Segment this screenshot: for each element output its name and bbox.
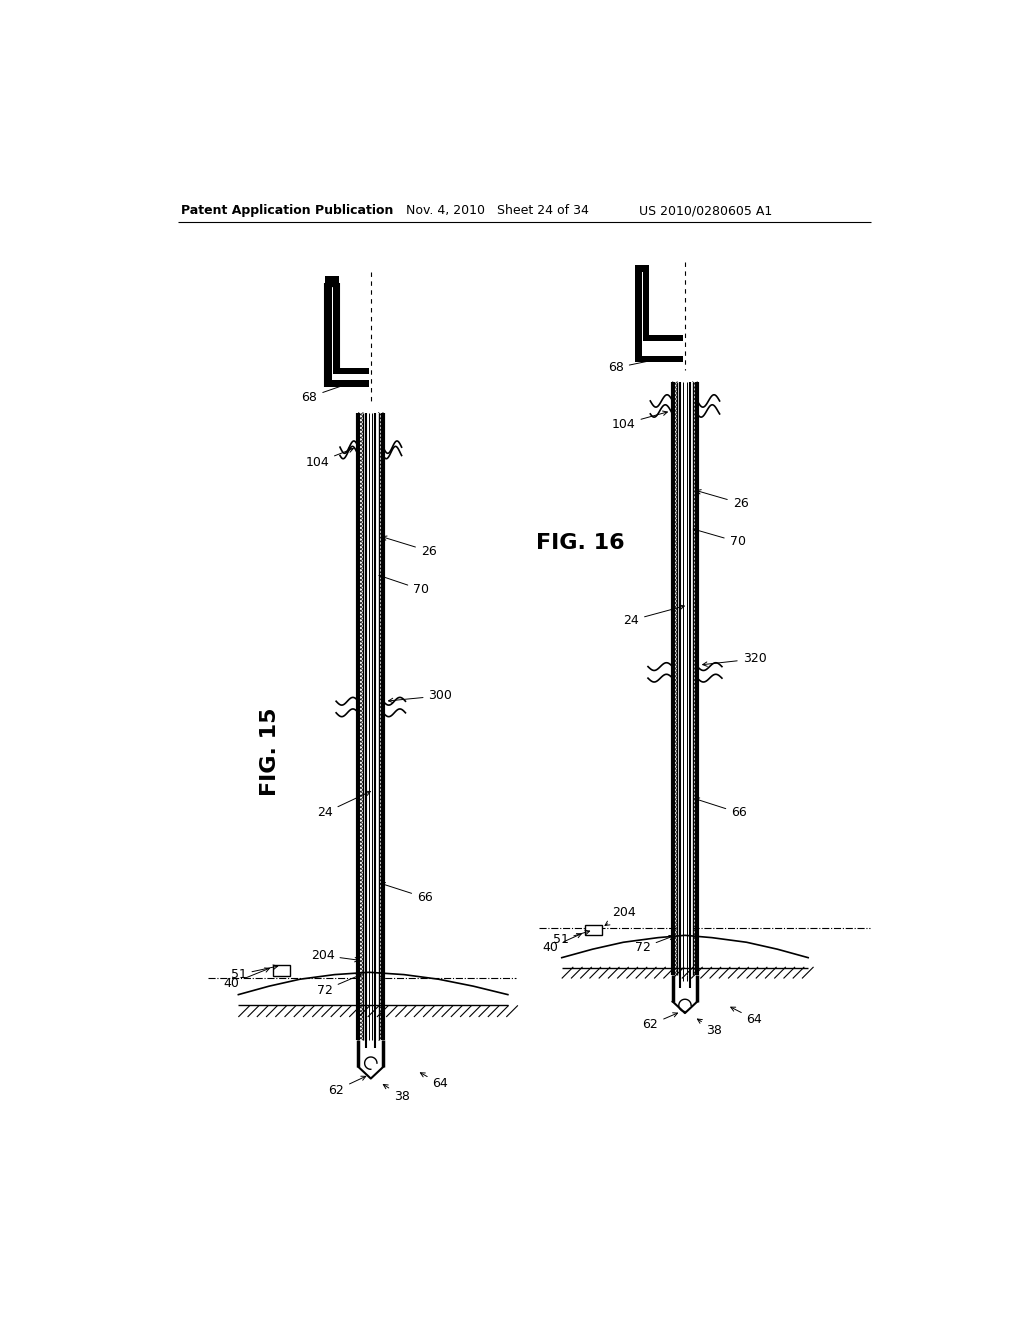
Text: 320: 320 — [702, 652, 766, 667]
Polygon shape — [333, 284, 339, 374]
Polygon shape — [635, 272, 642, 363]
Polygon shape — [635, 355, 683, 363]
Text: 72: 72 — [635, 936, 674, 954]
Text: 104: 104 — [611, 411, 668, 430]
Polygon shape — [326, 380, 370, 387]
Text: 38: 38 — [697, 1019, 722, 1036]
Polygon shape — [643, 272, 649, 341]
Text: 24: 24 — [624, 605, 684, 627]
Polygon shape — [326, 284, 333, 387]
Text: 64: 64 — [731, 1007, 762, 1026]
Polygon shape — [273, 965, 290, 977]
Text: 38: 38 — [383, 1085, 410, 1102]
Polygon shape — [358, 412, 383, 1040]
Polygon shape — [649, 335, 683, 341]
Text: 70: 70 — [379, 574, 429, 597]
Text: 26: 26 — [382, 536, 436, 557]
Polygon shape — [677, 381, 692, 974]
Text: 64: 64 — [421, 1073, 449, 1090]
Polygon shape — [585, 924, 602, 936]
Polygon shape — [364, 412, 379, 1040]
Text: Patent Application Publication: Patent Application Publication — [180, 205, 393, 218]
Text: 300: 300 — [388, 689, 453, 702]
Polygon shape — [635, 264, 649, 272]
Text: 70: 70 — [693, 528, 745, 548]
Polygon shape — [673, 381, 697, 974]
Text: 204: 204 — [605, 907, 636, 925]
Text: 68: 68 — [608, 356, 665, 375]
Polygon shape — [326, 276, 339, 284]
Text: FIG. 15: FIG. 15 — [260, 708, 280, 796]
Text: 26: 26 — [696, 490, 749, 510]
Text: Nov. 4, 2010   Sheet 24 of 34: Nov. 4, 2010 Sheet 24 of 34 — [407, 205, 589, 218]
Text: 51: 51 — [230, 965, 278, 981]
Text: US 2010/0280605 A1: US 2010/0280605 A1 — [639, 205, 772, 218]
Text: FIG. 16: FIG. 16 — [537, 533, 625, 553]
Text: 204: 204 — [310, 949, 359, 962]
Text: 62: 62 — [643, 1012, 678, 1031]
Text: 68: 68 — [301, 383, 350, 404]
Text: 24: 24 — [316, 791, 371, 820]
Text: 72: 72 — [316, 974, 361, 997]
Polygon shape — [339, 368, 370, 374]
Text: 66: 66 — [381, 883, 433, 904]
Text: 62: 62 — [329, 1076, 366, 1097]
Text: 104: 104 — [305, 447, 353, 469]
Text: 40: 40 — [223, 968, 269, 990]
Text: 51: 51 — [553, 931, 590, 946]
Text: 40: 40 — [543, 933, 582, 954]
Text: 66: 66 — [695, 797, 746, 820]
